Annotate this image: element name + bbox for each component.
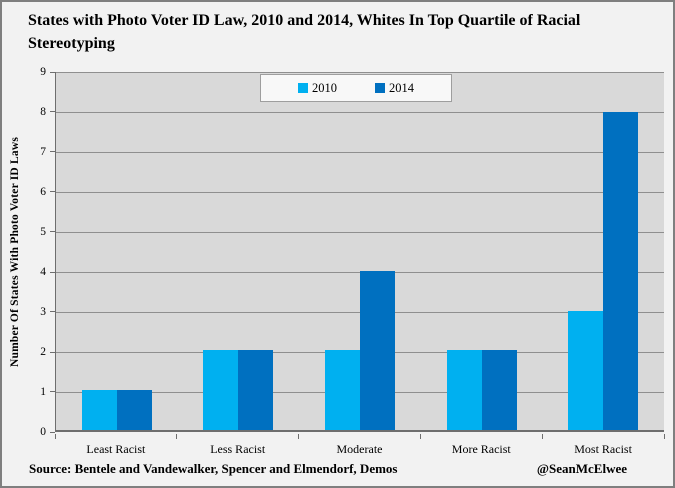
x-tick-mark-1 (176, 434, 178, 439)
y-tick-label-5: 5 (40, 225, 46, 238)
y-axis-tick-marks (50, 71, 55, 433)
y-tick-mark-3 (50, 311, 55, 313)
y-tick-label-9: 9 (40, 66, 46, 78)
y-tick-label-8: 8 (40, 105, 46, 118)
bar-group-more-racist (421, 72, 543, 430)
bar-2010-more-racist (446, 350, 482, 430)
y-tick-label-0: 0 (40, 426, 46, 438)
x-axis-label-moderate: Moderate (336, 442, 383, 456)
x-tick-mark-5 (663, 434, 665, 439)
x-axis-label-more-racist: More Racist (451, 442, 511, 456)
bar-2014-most-racist (603, 111, 639, 430)
bar-2010-least-racist (81, 390, 117, 430)
y-tick-mark-8 (50, 111, 55, 113)
bar-2010-most-racist (568, 310, 604, 430)
x-axis-label-most-racist: Most Racist (574, 442, 632, 456)
y-tick-mark-6 (50, 191, 55, 193)
credit-note: @SeanMcElwee (536, 461, 627, 476)
bar-group-least-racist (56, 72, 178, 430)
x-tick-mark-4 (541, 434, 543, 439)
x-axis-labels: Least Racist Less Racist Moderate More Raci… (55, 442, 664, 457)
y-tick-label-7: 7 (40, 145, 46, 158)
y-tick-label-6: 6 (40, 186, 46, 198)
bar-group-less-racist (178, 72, 300, 430)
bar-2014-least-racist (116, 390, 152, 430)
legend-item-2010: 2010 (298, 81, 337, 96)
source-note: Source: Bentele and Vandewalker, Spencer… (29, 461, 398, 476)
bar-group-most-racist (542, 72, 664, 430)
bar-2010-moderate (324, 350, 360, 430)
bar-2014-more-racist (481, 350, 517, 430)
y-tick-mark-4 (50, 271, 55, 273)
x-axis-label-less-racist: Less Racist (210, 442, 266, 456)
x-tick-mark-0 (54, 434, 56, 439)
bar-2014-less-racist (238, 350, 274, 430)
legend-label-2014: 2014 (389, 80, 414, 95)
chart-title: States with Photo Voter ID Law, 2010 and… (28, 12, 581, 52)
y-tick-mark-5 (50, 231, 55, 233)
y-tick-mark-1 (50, 391, 55, 393)
legend-swatch-2014 (375, 83, 385, 93)
y-tick-label-3: 3 (40, 306, 46, 318)
y-tick-label-4: 4 (40, 266, 46, 278)
bar-2014-moderate (359, 270, 395, 430)
bar-groups (56, 72, 664, 430)
legend-item-2014: 2014 (375, 81, 414, 96)
legend-swatch-2010 (298, 83, 308, 93)
y-tick-label-2: 2 (40, 346, 46, 358)
y-tick-label-1: 1 (40, 385, 46, 398)
legend: 2010 2014 (260, 74, 452, 102)
y-tick-mark-2 (50, 351, 55, 353)
x-tick-mark-3 (419, 434, 421, 439)
plot-area (55, 72, 664, 432)
y-tick-mark-0 (50, 431, 55, 433)
x-axis-label-least-racist: Least Racist (86, 442, 146, 456)
y-axis-tick-labels: 0 1 2 3 4 5 6 7 8 9 (2, 66, 46, 438)
x-tick-mark-2 (298, 434, 300, 439)
legend-label-2010: 2010 (312, 80, 337, 95)
y-tick-mark-9 (50, 71, 55, 73)
bar-2010-less-racist (203, 350, 239, 430)
bar-group-moderate (299, 72, 421, 430)
y-tick-mark-7 (50, 151, 55, 153)
x-axis-tick-marks (54, 434, 665, 439)
